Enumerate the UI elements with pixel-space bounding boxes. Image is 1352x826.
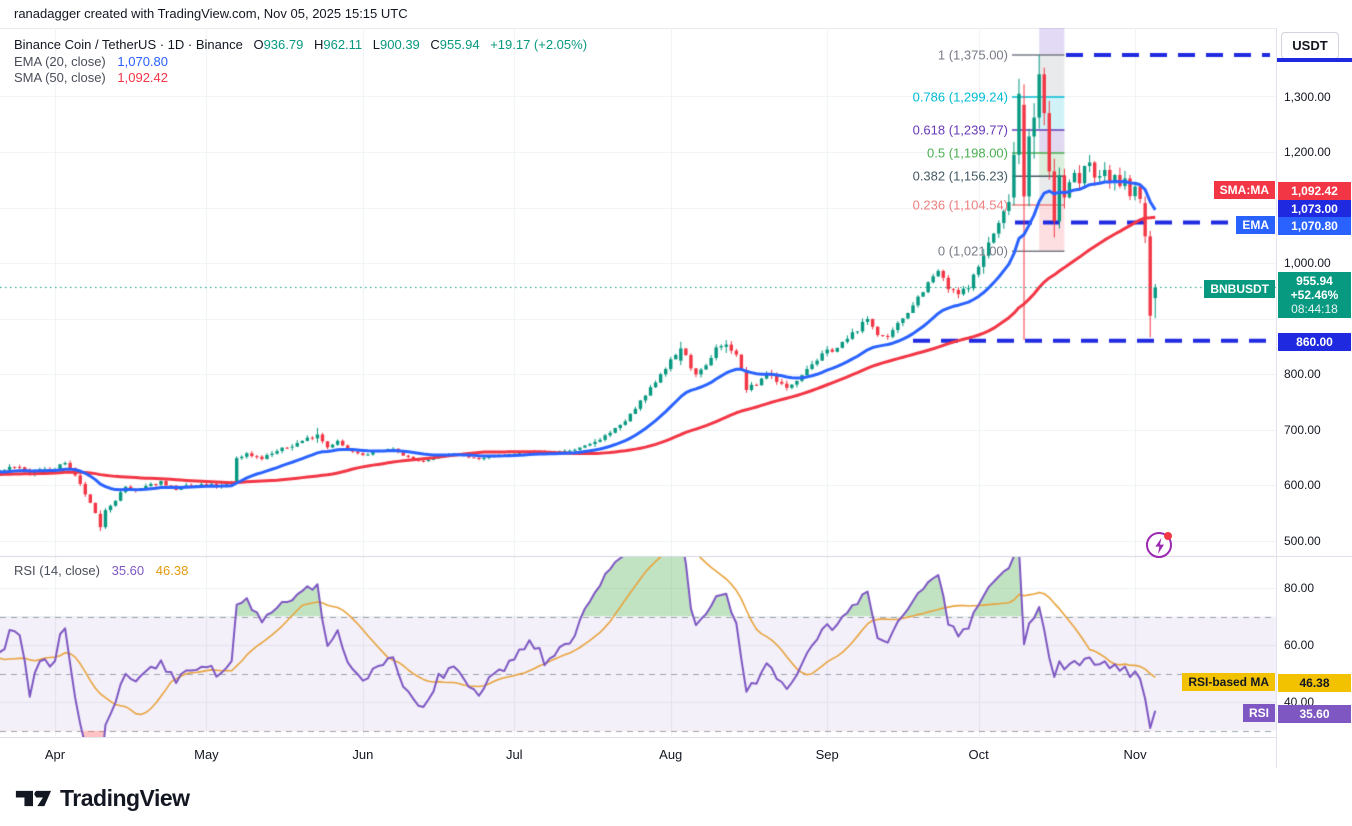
rsi-tick: 60.00	[1284, 638, 1315, 652]
pane-separator-scale	[1277, 556, 1352, 557]
close-label: C	[430, 37, 440, 52]
fib-level-label: 0 (1,021.00)	[937, 243, 1008, 259]
high-label: H	[313, 37, 324, 52]
ema-value: 1,070.80	[117, 54, 168, 69]
fib-level-label: 0.786 (1,299.24)	[912, 89, 1008, 105]
x-axis-label-jun: Jun	[352, 747, 374, 762]
change-value: +19.17 (+2.05%)	[490, 37, 588, 52]
rsi-ma-value-label: 46.38	[1278, 674, 1351, 692]
time-axis[interactable]: Apr May Jun Jul Aug Sep Oct Nov	[0, 737, 1276, 769]
attribution-text: ranadagger created with TradingView.com,…	[14, 6, 408, 21]
x-axis-label-sep: Sep	[815, 747, 839, 762]
symbol-title[interactable]: Binance Coin / TetherUS · 1D · Binance	[14, 37, 243, 52]
price-tick: 700.00	[1284, 422, 1321, 437]
sma-badge: SMA:MA	[1213, 181, 1275, 199]
rsi-value: 35.60	[111, 563, 145, 578]
chart-canvas[interactable]	[0, 28, 1276, 737]
open-value: 936.79	[263, 37, 304, 52]
rsi-badge: RSI	[1242, 704, 1275, 722]
x-axis-label-oct: Oct	[968, 747, 989, 762]
ema-legend-row: EMA (20, close) 1,070.80	[14, 54, 168, 69]
x-axis-label-jul: Jul	[505, 747, 523, 762]
sma-value-label: 1,092.42	[1278, 182, 1351, 200]
price-tick: 500.00	[1284, 533, 1321, 548]
rsi-legend-row: RSI (14, close) 35.60 46.38	[14, 563, 188, 578]
currency-toggle-button[interactable]: USDT	[1281, 32, 1339, 59]
tradingview-mark-icon	[15, 790, 52, 806]
x-axis-label-aug: Aug	[659, 747, 683, 762]
symbol-badge: BNBUSDT	[1204, 280, 1275, 298]
price-tick: 1,200.00	[1284, 145, 1331, 159]
sma-label[interactable]: SMA (50, close)	[14, 70, 106, 85]
rsi-tick: 80.00	[1284, 581, 1315, 595]
sma-legend-row: SMA (50, close) 1,092.42	[14, 70, 168, 85]
rsi-ma-value: 46.38	[155, 563, 189, 578]
close-value: 955.94	[439, 37, 480, 52]
lightning-icon	[1155, 538, 1164, 554]
notification-dot	[1164, 532, 1172, 540]
hline-860-label: 860.00	[1278, 333, 1351, 351]
x-axis-label-apr: Apr	[44, 747, 66, 762]
ema-label[interactable]: EMA (20, close)	[14, 54, 106, 69]
symbol-legend-row: Binance Coin / TetherUS · 1D · Binance O…	[14, 37, 587, 52]
ema-value-label: 1,070.80	[1278, 217, 1351, 235]
tradingview-logo: TradingView	[14, 781, 190, 815]
hline-1073-label: 1,073.00	[1278, 200, 1351, 218]
fib-level-label: 0.382 (1,156.23)	[912, 168, 1008, 184]
fib-level-label: 0.5 (1,198.00)	[927, 145, 1008, 161]
price-tick: 600.00	[1284, 478, 1321, 492]
x-axis-label-nov: Nov	[1123, 747, 1147, 762]
lightning-button[interactable]	[1146, 532, 1172, 558]
low-value: 900.39	[380, 37, 420, 52]
open-label: O	[253, 37, 264, 52]
price-tick: 1,000.00	[1284, 256, 1331, 270]
fib-level-label: 1 (1,375.00)	[937, 47, 1008, 63]
tradingview-logo-text: TradingView	[60, 784, 190, 811]
rsi-ma-badge: RSI-based MA	[1182, 673, 1275, 691]
fib-level-label: 0.236 (1,104.54)	[912, 197, 1008, 213]
fib-level-label: 0.618 (1,239.77)	[912, 122, 1008, 138]
price-tick: 800.00	[1284, 367, 1321, 381]
rsi-label[interactable]: RSI (14, close)	[14, 563, 100, 578]
sma-value: 1,092.42	[117, 70, 168, 85]
rsi-value-label: 35.60	[1278, 705, 1351, 723]
hline-1375-scale-marker	[1277, 58, 1352, 62]
last-price-label: 955.94 +52.46% 08:44:18	[1278, 272, 1351, 318]
ema-badge: EMA	[1236, 216, 1275, 234]
x-axis-label-may: May	[194, 747, 219, 762]
price-tick: 1,300.00	[1284, 89, 1331, 104]
price-scale[interactable]: 1,300.00 1,200.00 1,000.00 800.00 700.00 600.…	[1276, 28, 1352, 768]
high-value: 962.11	[323, 37, 363, 52]
low-label: L	[372, 37, 381, 52]
